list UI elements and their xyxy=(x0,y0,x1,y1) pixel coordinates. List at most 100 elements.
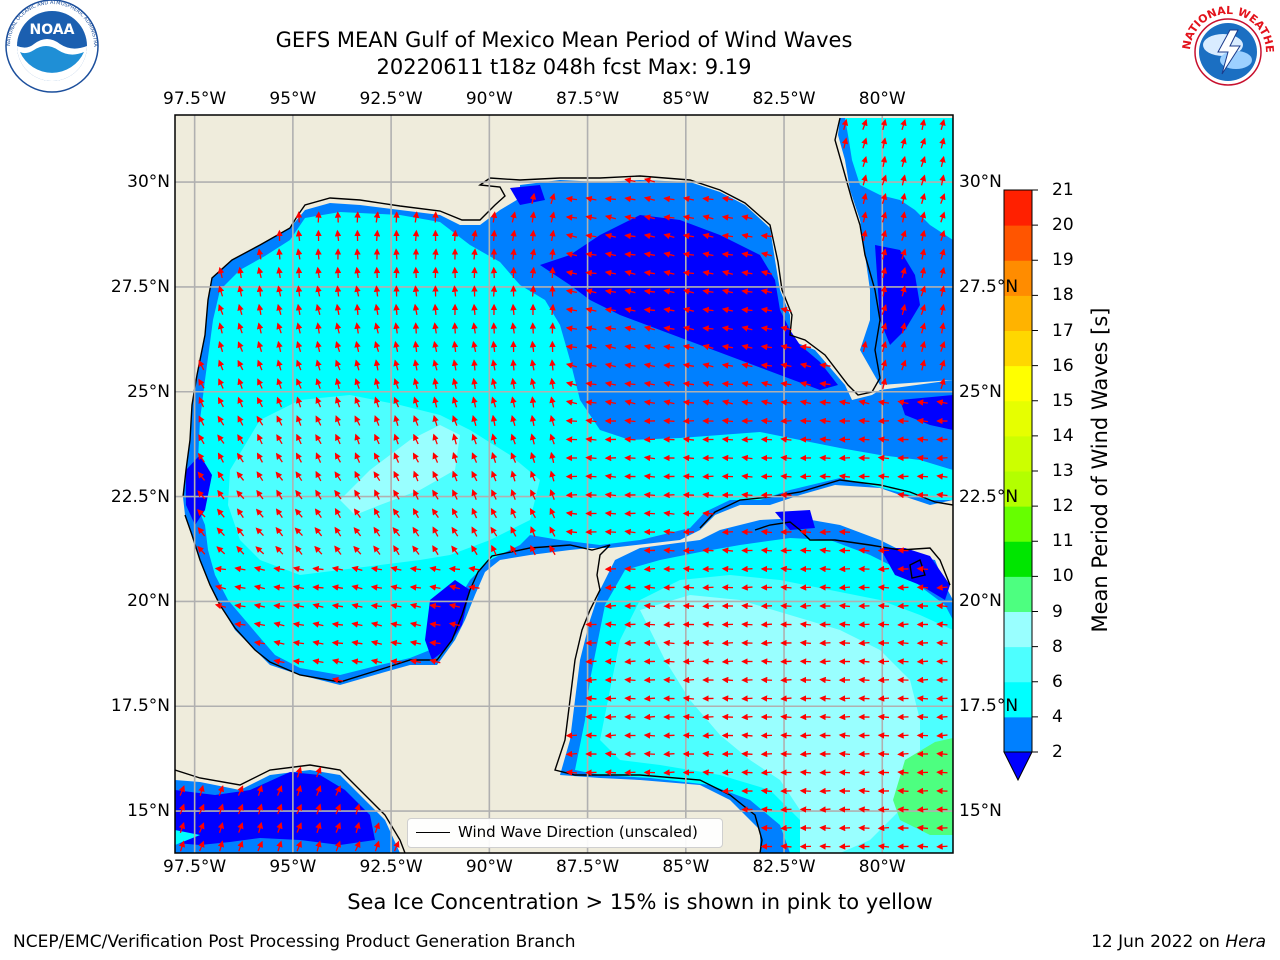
direction-arrow xyxy=(643,195,656,203)
tamaulipas-dark-blue xyxy=(186,455,212,525)
direction-arrow xyxy=(916,806,929,813)
direction-arrow xyxy=(198,840,205,852)
colorbar xyxy=(1003,189,1038,782)
caribbean-sea-pale xyxy=(640,595,920,853)
direction-arrow xyxy=(530,544,537,556)
direction-arrow xyxy=(877,713,890,721)
direction-arrow xyxy=(334,229,342,242)
direction-arrow xyxy=(198,784,205,796)
direction-arrow xyxy=(334,377,342,390)
direction-arrow xyxy=(452,470,459,482)
direction-arrow xyxy=(273,565,285,573)
direction-arrow xyxy=(412,526,420,537)
direction-arrow xyxy=(178,822,186,833)
direction-arrow xyxy=(412,211,420,223)
direction-arrow xyxy=(682,695,695,702)
direction-arrow xyxy=(236,527,245,537)
direction-arrow xyxy=(624,695,636,702)
direction-arrow xyxy=(178,785,185,796)
direction-arrow xyxy=(294,508,303,518)
direction-arrow xyxy=(939,303,946,316)
direction-arrow xyxy=(198,803,205,815)
direction-arrow xyxy=(273,639,285,647)
direction-arrow xyxy=(373,266,381,279)
direction-arrow xyxy=(295,489,303,500)
direction-arrow xyxy=(858,658,870,665)
direction-arrow xyxy=(275,545,284,555)
direction-arrow xyxy=(295,285,303,297)
direction-arrow xyxy=(197,490,206,500)
direction-arrow xyxy=(373,359,381,371)
direction-arrow xyxy=(217,489,225,500)
direction-arrow xyxy=(331,565,344,573)
direction-arrow xyxy=(721,195,734,203)
direction-arrow xyxy=(936,769,948,776)
direction-arrow xyxy=(897,621,909,628)
direction-arrow xyxy=(295,822,302,833)
direction-arrow xyxy=(353,545,362,555)
lat-tick-left: 27.5°N xyxy=(110,276,170,297)
direction-arrow xyxy=(217,452,224,463)
direction-arrow xyxy=(217,785,224,796)
direction-arrow xyxy=(861,192,868,205)
direction-arrow xyxy=(314,527,323,537)
direction-arrow xyxy=(273,602,285,610)
direction-arrow xyxy=(897,491,909,499)
direction-arrow xyxy=(721,288,734,295)
direction-arrow xyxy=(939,193,946,204)
direction-arrow xyxy=(604,713,617,721)
direction-arrow xyxy=(643,362,656,369)
direction-arrow xyxy=(529,508,537,519)
colorbar-segment xyxy=(1004,716,1032,753)
direction-arrow xyxy=(838,584,851,591)
direction-arrow xyxy=(295,471,303,482)
direction-arrow xyxy=(432,452,439,463)
direction-arrow xyxy=(409,621,422,628)
direction-arrow xyxy=(217,396,224,408)
direction-arrow xyxy=(256,452,263,463)
direction-arrow xyxy=(370,621,382,628)
colorbar-segment xyxy=(1004,506,1032,542)
direction-arrow xyxy=(373,822,380,833)
direction-arrow xyxy=(354,415,361,426)
direction-arrow xyxy=(334,489,342,500)
direction-arrow xyxy=(624,399,636,406)
direction-arrow xyxy=(315,821,322,833)
direction-arrow xyxy=(721,343,734,351)
direction-arrow xyxy=(624,658,636,665)
direction-arrow xyxy=(331,639,344,647)
colorbar-segment xyxy=(1004,611,1032,648)
direction-arrow xyxy=(393,303,400,316)
direction-arrow xyxy=(760,232,773,240)
map-title: GEFS MEAN Gulf of Mexico Mean Period of … xyxy=(275,28,853,52)
direction-arrow xyxy=(393,452,400,463)
direction-arrow xyxy=(799,380,812,388)
direction-arrow xyxy=(643,713,656,721)
colorbar-tick-label: 14 xyxy=(1052,425,1074,446)
direction-arrow xyxy=(741,380,753,388)
direction-arrow xyxy=(452,489,459,500)
direction-arrow xyxy=(663,362,675,369)
lat-tick-right: 27.5°N xyxy=(959,276,1019,297)
direction-arrow xyxy=(490,452,498,463)
direction-arrow xyxy=(819,362,831,369)
direction-arrow xyxy=(549,433,556,445)
direction-arrow xyxy=(197,545,206,555)
direction-arrow xyxy=(702,269,714,277)
direction-arrow xyxy=(643,732,656,739)
direction-arrow xyxy=(682,325,695,332)
direction-arrow xyxy=(880,174,887,186)
direction-arrow xyxy=(799,732,812,739)
direction-arrow xyxy=(292,658,305,665)
direction-arrow xyxy=(702,602,714,610)
direction-arrow xyxy=(877,732,890,739)
direction-arrow xyxy=(331,584,344,591)
direction-arrow xyxy=(256,803,264,815)
direction-arrow xyxy=(919,156,927,167)
direction-arrow xyxy=(604,343,616,351)
direction-arrow xyxy=(799,750,812,758)
direction-arrow xyxy=(936,602,948,610)
lat-tick-left: 22.5°N xyxy=(110,486,170,507)
direction-arrow xyxy=(900,340,907,353)
direction-arrow xyxy=(315,803,322,815)
